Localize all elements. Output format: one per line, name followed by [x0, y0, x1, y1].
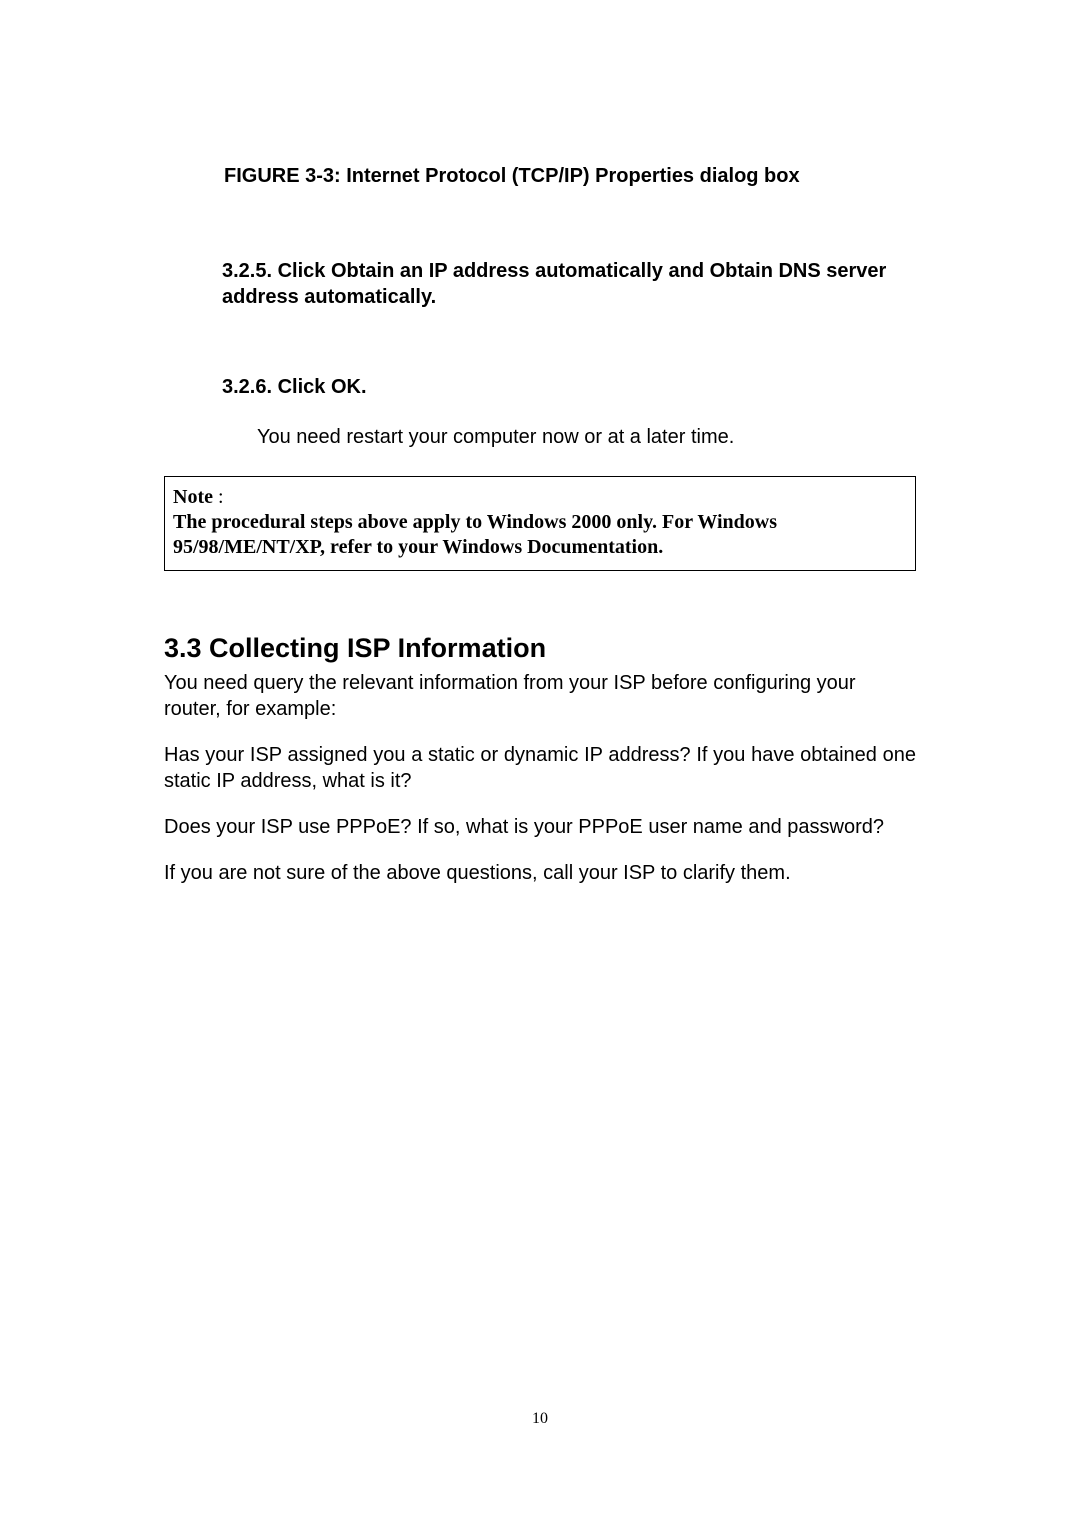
figure-caption: FIGURE 3-3: Internet Protocol (TCP/IP) P…	[224, 165, 916, 188]
section-3-3-paragraph-4: If you are not sure of the above questio…	[164, 860, 916, 886]
section-3-2-5-heading: 3.2.5. Click Obtain an IP address automa…	[222, 258, 916, 310]
section-3-3-title: 3.3 Collecting ISP Information	[164, 633, 916, 664]
note-box: Note : The procedural steps above apply …	[164, 476, 916, 571]
section-3-3-paragraph-3: Does your ISP use PPPoE? If so, what is …	[164, 814, 916, 840]
note-label: Note	[173, 486, 213, 508]
section-3-3-paragraph-2: Has your ISP assigned you a static or dy…	[164, 742, 916, 794]
document-page: FIGURE 3-3: Internet Protocol (TCP/IP) P…	[0, 0, 1080, 886]
page-number: 10	[532, 1410, 548, 1428]
section-3-2-6-heading: 3.2.6. Click OK.	[222, 374, 916, 400]
section-3-3-paragraph-1: You need query the relevant information …	[164, 670, 916, 722]
section-3-2-6-body: You need restart your computer now or at…	[257, 424, 916, 450]
note-content: The procedural steps above apply to Wind…	[173, 511, 777, 558]
note-colon: :	[213, 486, 224, 508]
